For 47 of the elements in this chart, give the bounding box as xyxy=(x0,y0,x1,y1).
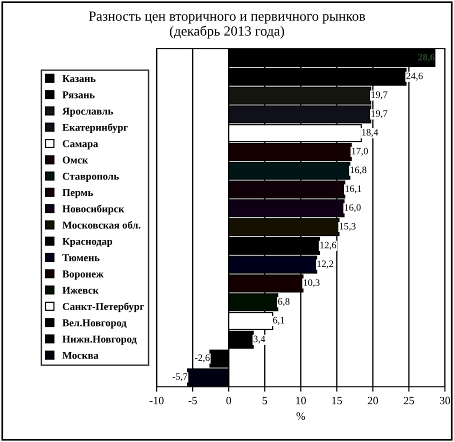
legend-label: Тюмень xyxy=(62,254,100,262)
legend-label: Новосибирск xyxy=(62,204,124,214)
legend-label: Ярославль xyxy=(62,108,114,117)
legend-label: Ижевск xyxy=(62,286,99,294)
legend-label: Краснодар xyxy=(62,238,112,248)
x-tick-label: 20 xyxy=(368,396,378,404)
data-label: 16,8 xyxy=(350,166,366,175)
legend-label: Рязань xyxy=(62,91,95,98)
data-label: 18,4 xyxy=(362,129,378,137)
data-label: 16,1 xyxy=(346,185,362,194)
x-axis-title: % xyxy=(296,412,306,420)
data-label: 28,6 xyxy=(418,54,435,62)
data-label: -2,6 xyxy=(194,354,210,362)
x-tick-label: 15 xyxy=(332,396,342,404)
data-label: 16,0 xyxy=(344,204,361,212)
legend-label: Москва xyxy=(62,352,98,359)
data-label: 6,8 xyxy=(278,298,290,306)
legend-label: Московская обл. xyxy=(62,221,140,229)
x-tick-label: 0 xyxy=(226,396,232,404)
x-tick-label: 25 xyxy=(404,396,414,404)
legend-label: Санкт-Петербург xyxy=(62,302,144,312)
data-label: 12,6 xyxy=(320,242,336,250)
data-label: -5,7 xyxy=(172,373,188,382)
legend-label: Казань xyxy=(62,75,96,82)
data-label: 12,2 xyxy=(317,260,334,268)
data-label: 10,3 xyxy=(304,279,320,288)
legend-label: Самара xyxy=(62,140,98,150)
x-tick-label: -5 xyxy=(188,396,197,404)
data-label: 15,3 xyxy=(340,222,356,231)
data-label: 6,1 xyxy=(273,316,284,325)
legend-label: Нижн.Новгород xyxy=(62,336,137,345)
x-tick-label: 10 xyxy=(296,396,306,404)
data-label: 24,6 xyxy=(406,72,423,81)
chart-title: Разность цен вторичного и первичного рынков (декабрь 2013 года) xyxy=(88,12,366,39)
data-label: 3,4 xyxy=(254,336,266,344)
legend-label: Пермь xyxy=(62,189,93,198)
legend-label: Вел.Новгород xyxy=(62,319,126,328)
x-tick-label: 30 xyxy=(440,396,450,404)
x-tick-label: 5 xyxy=(262,396,268,404)
legend-label: Екатеринбург xyxy=(62,123,128,134)
data-label: 19,7 xyxy=(372,91,388,100)
data-label: 17,0 xyxy=(352,148,368,156)
data-label: 19,7 xyxy=(372,110,388,118)
legend-label: Омск xyxy=(62,156,88,164)
legend-label: Воронеж xyxy=(62,270,104,280)
x-tick-label: -10 xyxy=(150,396,164,404)
legend-label: Ставрополь xyxy=(62,172,119,182)
